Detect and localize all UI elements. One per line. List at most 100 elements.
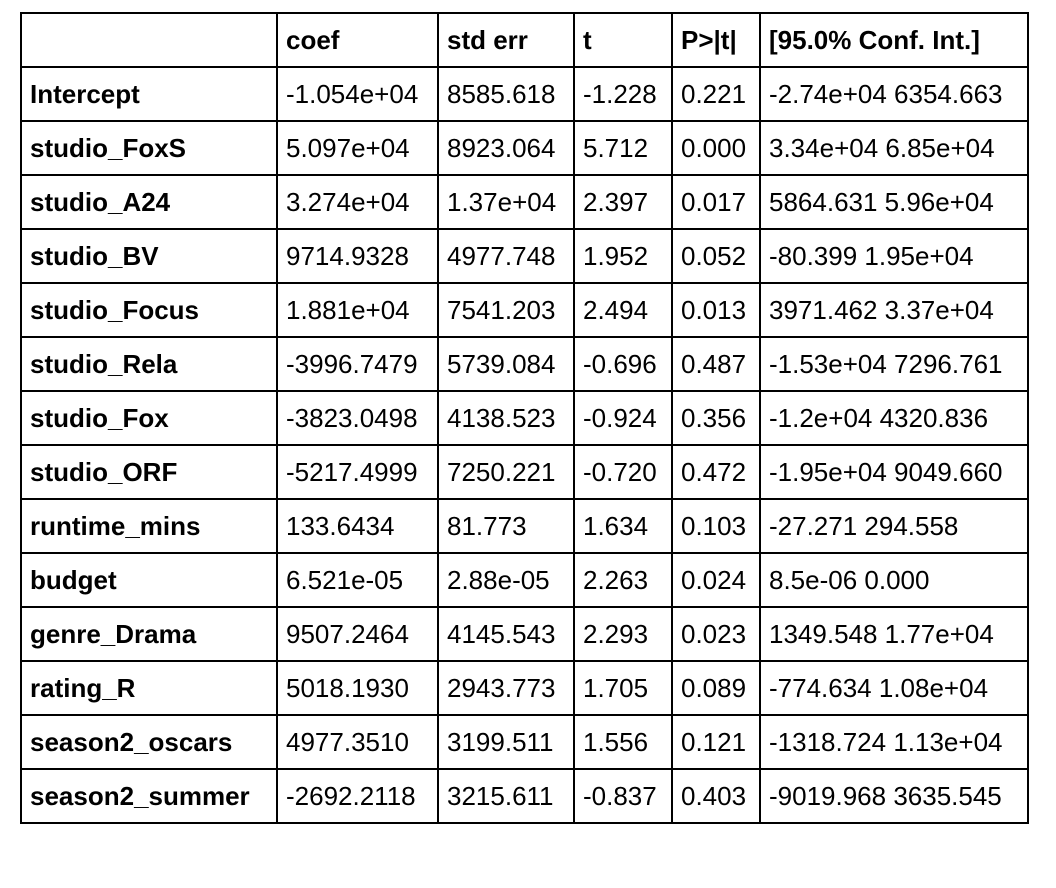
table-row: studio_BV 9714.9328 4977.748 1.952 0.052 -80.… xyxy=(20,228,1029,284)
coef-cell: -2692.2118 xyxy=(276,768,439,824)
conf-int-cell: 3971.462 3.37e+04 xyxy=(759,282,1029,338)
conf-int-cell: -27.271 294.558 xyxy=(759,498,1029,554)
p-value-cell: 0.403 xyxy=(671,768,761,824)
row-label: studio_A24 xyxy=(20,174,278,230)
row-label: budget xyxy=(20,552,278,608)
conf-int-cell: 8.5e-06 0.000 xyxy=(759,552,1029,608)
p-value-cell: 0.052 xyxy=(671,228,761,284)
coef-cell: 3.274e+04 xyxy=(276,174,439,230)
t-cell: 2.263 xyxy=(573,552,673,608)
p-value-cell: 0.221 xyxy=(671,66,761,122)
header-coef: coef xyxy=(276,12,439,68)
header-std-err: std err xyxy=(437,12,575,68)
table-row: genre_Drama 9507.2464 4145.543 2.293 0.023 13… xyxy=(20,606,1029,662)
t-cell: 2.494 xyxy=(573,282,673,338)
row-label: studio_BV xyxy=(20,228,278,284)
coef-cell: 5.097e+04 xyxy=(276,120,439,176)
row-label: season2_summer xyxy=(20,768,278,824)
row-label: studio_Fox xyxy=(20,390,278,446)
std-err-cell: 1.37e+04 xyxy=(437,174,575,230)
p-value-cell: 0.121 xyxy=(671,714,761,770)
coef-cell: -1.054e+04 xyxy=(276,66,439,122)
p-value-cell: 0.356 xyxy=(671,390,761,446)
p-value-cell: 0.472 xyxy=(671,444,761,500)
row-label: Intercept xyxy=(20,66,278,122)
header-conf-int: [95.0% Conf. Int.] xyxy=(759,12,1029,68)
row-label: studio_ORF xyxy=(20,444,278,500)
row-label: runtime_mins xyxy=(20,498,278,554)
regression-results-table: coef std err t P>|t| [95.0% Conf. Int.] … xyxy=(20,12,1029,824)
p-value-cell: 0.017 xyxy=(671,174,761,230)
table-row: studio_FoxS 5.097e+04 8923.064 5.712 0.000 3.… xyxy=(20,120,1029,176)
table-row: runtime_mins 133.6434 81.773 1.634 0.103 -27.… xyxy=(20,498,1029,554)
std-err-cell: 2.88e-05 xyxy=(437,552,575,608)
coef-cell: 1.881e+04 xyxy=(276,282,439,338)
conf-int-cell: 3.34e+04 6.85e+04 xyxy=(759,120,1029,176)
std-err-cell: 7250.221 xyxy=(437,444,575,500)
coef-cell: -3823.0498 xyxy=(276,390,439,446)
t-cell: 1.705 xyxy=(573,660,673,716)
table-row: studio_Focus 1.881e+04 7541.203 2.494 0.013 3… xyxy=(20,282,1029,338)
coef-cell: 6.521e-05 xyxy=(276,552,439,608)
t-cell: -1.228 xyxy=(573,66,673,122)
p-value-cell: 0.024 xyxy=(671,552,761,608)
std-err-cell: 8585.618 xyxy=(437,66,575,122)
t-cell: -0.924 xyxy=(573,390,673,446)
table-row: season2_summer -2692.2118 3215.611 -0.837 0.… xyxy=(20,768,1029,824)
coef-cell: 9714.9328 xyxy=(276,228,439,284)
table-row: studio_A24 3.274e+04 1.37e+04 2.397 0.017 586… xyxy=(20,174,1029,230)
std-err-cell: 2943.773 xyxy=(437,660,575,716)
conf-int-cell: -80.399 1.95e+04 xyxy=(759,228,1029,284)
table-row: studio_ORF -5217.4999 7250.221 -0.720 0.472-… xyxy=(20,444,1029,500)
t-cell: 2.397 xyxy=(573,174,673,230)
table-row: studio_Fox -3823.0498 4138.523 -0.924 0.356-… xyxy=(20,390,1029,446)
p-value-cell: 0.013 xyxy=(671,282,761,338)
std-err-cell: 3199.511 xyxy=(437,714,575,770)
conf-int-cell: -1.53e+04 7296.761 xyxy=(759,336,1029,392)
std-err-cell: 4145.543 xyxy=(437,606,575,662)
std-err-cell: 4977.748 xyxy=(437,228,575,284)
std-err-cell: 4138.523 xyxy=(437,390,575,446)
header-row: coef std err t P>|t| [95.0% Conf. Int.] xyxy=(20,12,1029,68)
row-label: studio_Focus xyxy=(20,282,278,338)
conf-int-cell: 1349.548 1.77e+04 xyxy=(759,606,1029,662)
header-empty xyxy=(20,12,278,68)
row-label: studio_Rela xyxy=(20,336,278,392)
p-value-cell: 0.000 xyxy=(671,120,761,176)
coef-cell: -5217.4999 xyxy=(276,444,439,500)
row-label: rating_R xyxy=(20,660,278,716)
row-label: genre_Drama xyxy=(20,606,278,662)
p-value-cell: 0.023 xyxy=(671,606,761,662)
t-cell: 5.712 xyxy=(573,120,673,176)
t-cell: 1.634 xyxy=(573,498,673,554)
t-cell: 1.952 xyxy=(573,228,673,284)
p-value-cell: 0.103 xyxy=(671,498,761,554)
conf-int-cell: 5864.631 5.96e+04 xyxy=(759,174,1029,230)
p-value-cell: 0.089 xyxy=(671,660,761,716)
std-err-cell: 81.773 xyxy=(437,498,575,554)
t-cell: 2.293 xyxy=(573,606,673,662)
t-cell: -0.720 xyxy=(573,444,673,500)
table-row: studio_Rela -3996.7479 5739.084 -0.696 0.487… xyxy=(20,336,1029,392)
coef-cell: 9507.2464 xyxy=(276,606,439,662)
std-err-cell: 5739.084 xyxy=(437,336,575,392)
row-label: season2_oscars xyxy=(20,714,278,770)
table-row: season2_oscars 4977.3510 3199.511 1.556 0.12… xyxy=(20,714,1029,770)
coef-cell: 133.6434 xyxy=(276,498,439,554)
std-err-cell: 3215.611 xyxy=(437,768,575,824)
table-row: rating_R 5018.1930 2943.773 1.705 0.089 -774.… xyxy=(20,660,1029,716)
table-row: budget 6.521e-05 2.88e-05 2.263 0.024 8.5e-06… xyxy=(20,552,1029,608)
coef-cell: -3996.7479 xyxy=(276,336,439,392)
std-err-cell: 8923.064 xyxy=(437,120,575,176)
conf-int-cell: -2.74e+04 6354.663 xyxy=(759,66,1029,122)
conf-int-cell: -9019.968 3635.545 xyxy=(759,768,1029,824)
t-cell: 1.556 xyxy=(573,714,673,770)
table-body: Intercept -1.054e+04 8585.618 -1.228 0.221 -2… xyxy=(20,66,1029,824)
t-cell: -0.696 xyxy=(573,336,673,392)
header-p-value: P>|t| xyxy=(671,12,761,68)
conf-int-cell: -1.95e+04 9049.660 xyxy=(759,444,1029,500)
header-t: t xyxy=(573,12,673,68)
table-row: Intercept -1.054e+04 8585.618 -1.228 0.221 -2… xyxy=(20,66,1029,122)
t-cell: -0.837 xyxy=(573,768,673,824)
